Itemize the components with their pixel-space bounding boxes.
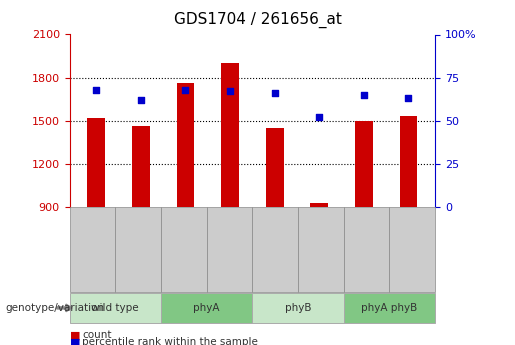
Point: [404, 96, 413, 101]
Point: [315, 115, 323, 120]
Bar: [311, 203, 328, 207]
Point: [359, 92, 368, 98]
Text: count: count: [82, 331, 112, 340]
Text: phyA: phyA: [194, 303, 220, 313]
Bar: [132, 127, 150, 207]
Point: [226, 89, 234, 94]
Point: [181, 87, 190, 92]
Text: percentile rank within the sample: percentile rank within the sample: [82, 337, 259, 345]
Text: wild type: wild type: [92, 303, 139, 313]
Bar: [88, 118, 105, 207]
Bar: [221, 63, 239, 207]
Point: [137, 97, 145, 103]
Text: phyB: phyB: [285, 303, 311, 313]
Bar: [400, 116, 417, 207]
Bar: [177, 83, 194, 207]
Text: ■: ■: [70, 331, 80, 340]
Text: phyA phyB: phyA phyB: [362, 303, 418, 313]
Bar: [355, 121, 373, 207]
Text: genotype/variation: genotype/variation: [5, 303, 104, 313]
Bar: [266, 128, 284, 207]
Point: [270, 90, 279, 96]
Text: ■: ■: [70, 337, 80, 345]
Text: GDS1704 / 261656_at: GDS1704 / 261656_at: [174, 12, 341, 28]
Point: [92, 87, 100, 92]
